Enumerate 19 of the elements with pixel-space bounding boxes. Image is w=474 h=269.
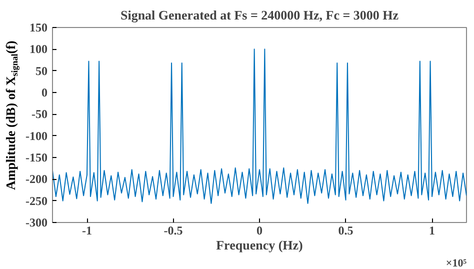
x-tick-label: 1	[429, 224, 435, 238]
line-series	[52, 48, 466, 204]
y-tick-label: -50	[32, 107, 48, 122]
x-tick-label: 0	[256, 224, 262, 238]
y-tick-label: -300	[26, 216, 48, 230]
x-axis-title: Frequency (Hz)	[216, 238, 303, 252]
y-tick-label: -250	[26, 194, 48, 208]
y-tick-label: 0	[42, 86, 48, 100]
y-tick-label: -200	[26, 172, 48, 186]
x-tick-label: 0.5	[338, 224, 354, 238]
y-tick-label: 100	[30, 42, 48, 56]
y-tick-label: -100	[26, 128, 48, 143]
chart-title: Signal Generated at Fs = 240000 Hz, Fc = 3000 Hz	[120, 8, 399, 22]
y-tick-label: 150	[30, 20, 48, 34]
x-tick-label: -0.5	[164, 224, 183, 238]
y-tick-label: -150	[26, 150, 48, 164]
x-tick-label: -1	[82, 224, 92, 238]
text: ×10⁵	[446, 258, 468, 269]
y-tick-label: 50	[36, 64, 48, 78]
